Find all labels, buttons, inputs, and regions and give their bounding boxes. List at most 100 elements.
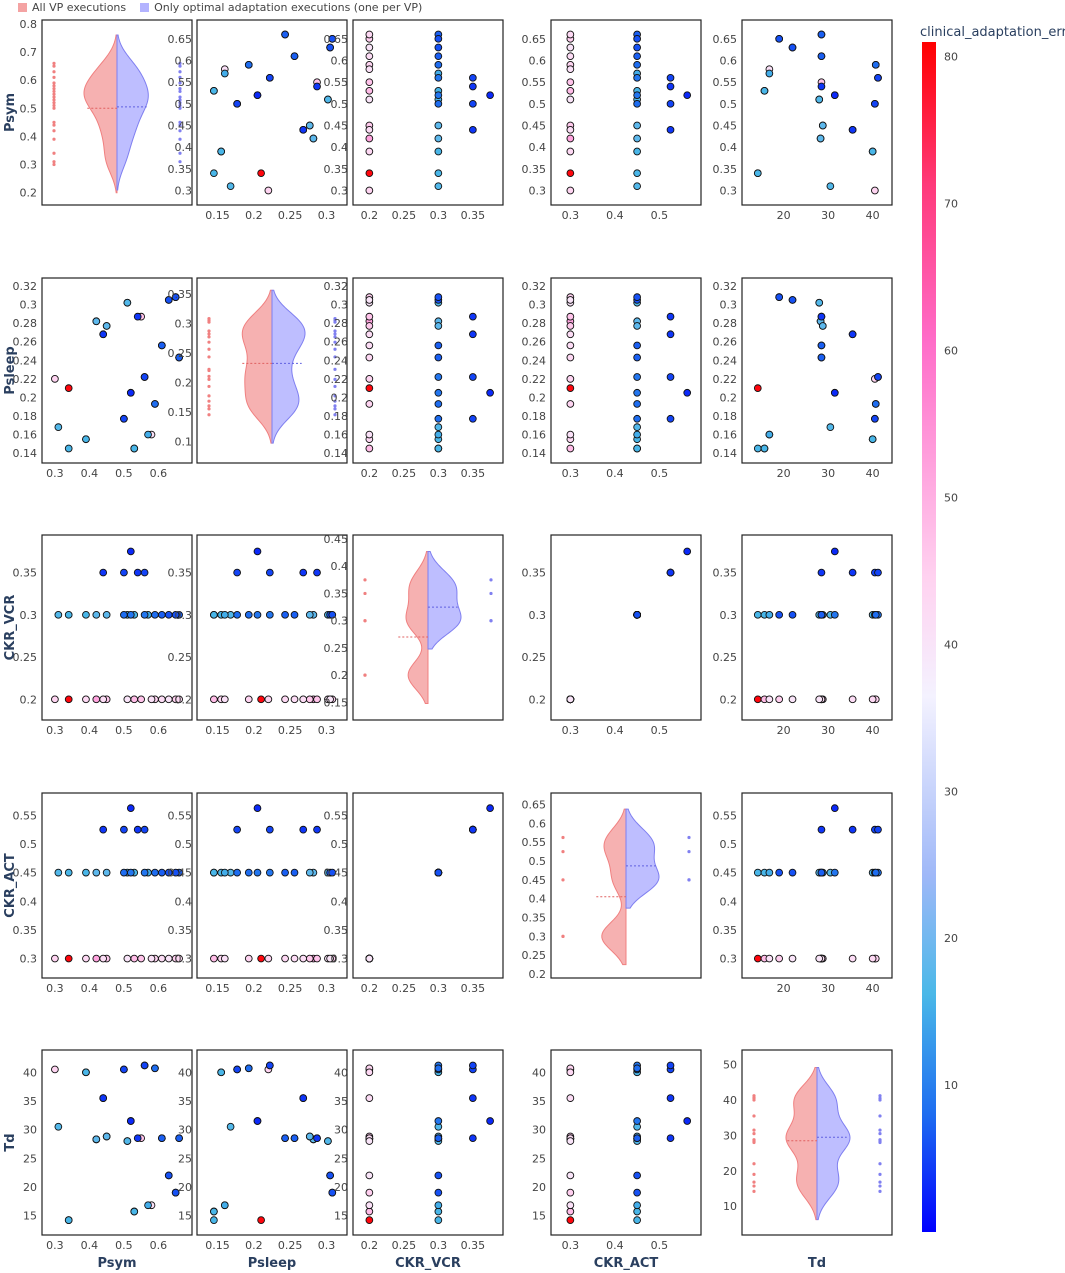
- scatter-point: [683, 91, 692, 100]
- scatter-point: [566, 430, 575, 439]
- x-tick-label: 0.15: [205, 982, 230, 995]
- rug-optimal-point: [178, 160, 182, 164]
- y-tick-label: 0.4: [529, 141, 547, 154]
- y-tick-label: 0.24: [324, 354, 349, 367]
- rug-optimal-point: [878, 1184, 882, 1188]
- scatter-point: [54, 610, 63, 619]
- rug-all-point: [207, 355, 211, 359]
- rug-optimal-point: [333, 384, 337, 389]
- y-tick-label: 25: [23, 1152, 37, 1165]
- x-tick-label: 30: [821, 724, 835, 737]
- scatter-point: [326, 1171, 334, 1180]
- scatter-point: [130, 954, 139, 963]
- legend-item-optimal[interactable]: Only optimal adaptation executions (one …: [140, 1, 422, 14]
- legend: All VP executions Only optimal adaptatio…: [18, 0, 422, 14]
- x-tick-label: 0.3: [430, 982, 448, 995]
- rug-all-point: [752, 1189, 756, 1193]
- scatter-point: [64, 384, 73, 392]
- scatter-point: [220, 610, 229, 619]
- scatter-point: [281, 30, 289, 39]
- scatter-point: [666, 414, 675, 423]
- rug-all-point: [363, 619, 367, 623]
- scatter-point: [313, 954, 321, 963]
- legend-item-all[interactable]: All VP executions: [18, 1, 126, 14]
- rug-optimal-point: [333, 316, 337, 321]
- scatter-point: [566, 52, 575, 61]
- scatter-point: [788, 954, 797, 963]
- scatter-point: [566, 400, 575, 408]
- scatter-point: [281, 954, 289, 963]
- scatter-point: [328, 34, 337, 43]
- y-tick-label: 0.2: [331, 669, 349, 682]
- scatter-point: [210, 695, 218, 704]
- scatter-point: [92, 610, 101, 619]
- x-tick-label: 0.4: [606, 467, 624, 480]
- panel-frame: [41, 1049, 193, 1236]
- scatter-point: [753, 954, 762, 963]
- x-tick-label: 0.25: [392, 209, 417, 222]
- scatter-point: [253, 610, 262, 619]
- scatter-point: [210, 954, 218, 963]
- panel-Td-vs-Td: 10 20 30 40 50 Td: [723, 1049, 893, 1271]
- x-tick-label: 0.3: [430, 467, 448, 480]
- x-tick-label: 0.35: [461, 467, 486, 480]
- y-tick-label: 0.5: [529, 855, 547, 868]
- rug-optimal-point: [178, 75, 182, 79]
- scatter-point: [365, 43, 374, 52]
- row-title-CKR_ACT: CKR_ACT: [3, 853, 18, 918]
- rug-all-point: [207, 332, 211, 336]
- scatter-point: [633, 91, 641, 100]
- x-tick-label: 0.3: [318, 982, 336, 995]
- y-tick-label: 0.15: [324, 696, 349, 709]
- scatter-point: [469, 1061, 477, 1070]
- colorbar-title: clinical_adaptation_error: [920, 25, 1065, 40]
- scatter-point: [566, 125, 575, 134]
- scatter-point: [158, 610, 166, 619]
- scatter-point: [817, 610, 826, 619]
- rug-all-point: [52, 87, 56, 91]
- scatter-point: [434, 169, 443, 178]
- y-tick-label: 0.3: [720, 185, 738, 198]
- rug-all-point: [752, 1180, 756, 1184]
- scatter-point: [753, 444, 762, 453]
- scatter-point: [220, 695, 229, 704]
- x-tick-label: 0.3: [318, 209, 336, 222]
- scatter-point: [126, 868, 135, 877]
- scatter-point: [566, 375, 575, 383]
- scatter-point: [210, 86, 218, 95]
- y-tick-label: 0.4: [175, 895, 193, 908]
- scatter-point: [305, 1132, 314, 1141]
- scatter-point: [233, 825, 241, 834]
- y-tick-label: 0.2: [175, 376, 193, 389]
- y-tick-label: 0.6: [331, 55, 349, 68]
- rug-optimal-point: [178, 151, 182, 155]
- scatter-point: [305, 695, 314, 704]
- y-tick-label: 0.65: [324, 33, 349, 46]
- scatter-point: [126, 804, 135, 813]
- rug-all-point: [52, 106, 56, 110]
- scatter-point: [210, 610, 218, 619]
- x-tick-label: 0.2: [361, 467, 379, 480]
- y-tick-label: 0.3: [175, 185, 193, 198]
- scatter-point: [309, 134, 318, 143]
- scatter-point: [434, 91, 443, 100]
- colorbar-tick-label: 30: [944, 785, 958, 798]
- scatter-point: [633, 1064, 641, 1073]
- scatter-point: [830, 804, 839, 813]
- scatter-point: [305, 121, 314, 130]
- scatter-point: [566, 296, 575, 304]
- rug-optimal-point: [489, 619, 493, 623]
- scatter-point: [871, 414, 879, 423]
- y-tick-label: 0.25: [713, 651, 738, 664]
- y-tick-label: 0.26: [324, 336, 349, 349]
- scatter-point: [365, 954, 374, 963]
- rug-optimal-point: [333, 340, 337, 344]
- scatter-point: [566, 1171, 575, 1180]
- panel-CKR_ACT-vs-Psleep: 0.3 0.35 0.4 0.45 0.5 0.55 0.15 0.2 0.25 0.3: [168, 792, 348, 995]
- scatter-point: [633, 34, 641, 43]
- scatter-point: [633, 1134, 641, 1143]
- scatter-point: [633, 1188, 641, 1197]
- rug-all-point: [52, 101, 56, 105]
- col-title-CKR_ACT: CKR_ACT: [594, 1256, 659, 1271]
- scatter-point: [666, 1094, 675, 1102]
